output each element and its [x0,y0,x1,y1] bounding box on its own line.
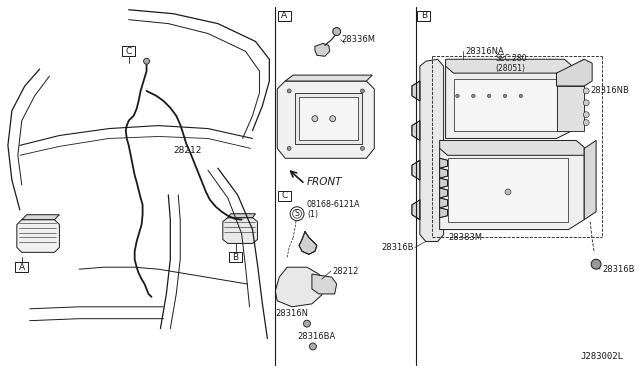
Polygon shape [445,59,572,73]
Circle shape [583,100,589,106]
Bar [229,252,242,262]
Circle shape [583,120,589,126]
Polygon shape [440,141,584,155]
Bar [557,86,584,131]
Polygon shape [412,160,420,180]
Text: 28316B: 28316B [381,243,414,252]
Polygon shape [440,178,447,188]
Polygon shape [277,81,374,158]
Circle shape [503,94,507,98]
Bar [15,262,28,272]
Text: J283002L: J283002L [581,352,624,361]
Text: 28212: 28212 [333,267,359,276]
Circle shape [488,94,491,98]
Text: C: C [125,47,132,56]
Circle shape [310,343,316,350]
Bar [417,11,430,20]
Polygon shape [572,59,584,131]
Polygon shape [22,215,60,220]
Bar [278,11,291,20]
Circle shape [143,58,150,64]
Polygon shape [440,148,584,230]
Polygon shape [228,214,255,218]
Polygon shape [299,231,317,254]
Text: 28316B: 28316B [602,265,634,274]
Polygon shape [412,200,420,220]
Circle shape [360,89,364,93]
Polygon shape [312,274,337,294]
Text: FRONT: FRONT [307,177,342,187]
Circle shape [312,116,318,122]
Polygon shape [440,208,447,218]
Circle shape [472,94,475,98]
Circle shape [292,209,301,218]
Text: SEC.280
(28051): SEC.280 (28051) [495,54,527,73]
Text: 28316N: 28316N [275,309,308,318]
Circle shape [333,28,340,35]
Polygon shape [223,218,257,243]
Polygon shape [440,188,447,198]
Bar [122,46,135,56]
Polygon shape [584,141,596,220]
Polygon shape [275,267,324,307]
Bar [447,158,568,222]
Text: 28316NA: 28316NA [465,47,504,56]
Text: 28336M: 28336M [342,35,376,44]
Polygon shape [285,75,372,81]
Circle shape [290,207,304,221]
Text: A: A [281,11,287,20]
Circle shape [505,189,511,195]
Circle shape [360,147,364,150]
Polygon shape [420,59,444,241]
Bar [295,93,362,144]
Polygon shape [440,168,447,178]
Circle shape [303,320,310,327]
Text: 28316NB: 28316NB [590,86,629,96]
Polygon shape [440,198,447,208]
Circle shape [583,88,589,94]
Polygon shape [412,121,420,141]
Text: C: C [281,192,287,201]
Text: 08168-6121A
(1): 08168-6121A (1) [307,200,360,219]
Text: S: S [294,209,300,218]
Polygon shape [412,81,420,101]
Text: 28316BA: 28316BA [297,332,335,341]
Text: 28383M: 28383M [449,233,483,242]
Bar [278,191,291,201]
Polygon shape [315,44,330,56]
Text: B: B [420,11,427,20]
Circle shape [583,112,589,118]
Circle shape [591,259,601,269]
Circle shape [330,116,336,122]
Text: A: A [19,263,25,272]
Circle shape [287,89,291,93]
Bar [454,79,557,131]
Text: 28212: 28212 [173,146,202,155]
Polygon shape [440,158,447,168]
Circle shape [519,94,523,98]
Bar [299,97,358,141]
Polygon shape [17,220,60,252]
Polygon shape [557,59,592,86]
Circle shape [456,94,460,98]
Text: B: B [232,253,239,262]
Polygon shape [445,66,572,138]
Circle shape [287,147,291,150]
